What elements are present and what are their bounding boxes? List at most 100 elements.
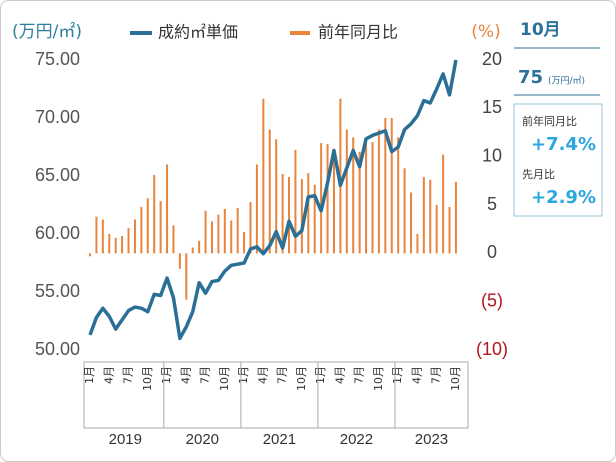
summary-yoy: +7.4% [531,134,596,155]
y2-tick-label: 20 [482,49,502,69]
bar [435,205,438,254]
x-tick-label: 7月 [276,366,289,384]
bar [114,237,117,254]
bar [300,178,303,254]
y-tick-label: 60.00 [35,223,80,243]
bar [146,198,149,254]
x-tick-label: 7月 [353,366,366,384]
bar [275,139,278,254]
x-tick-label: 10月 [141,366,154,391]
bar [133,219,136,254]
y2-tick-label: (5) [481,290,503,310]
x-axis-box [83,361,469,429]
x-tick-label: 1月 [391,366,404,384]
summary-mom: +2.9% [531,187,596,208]
x-tick-label: 10月 [372,366,385,391]
year-label: 2020 [186,431,219,448]
legend-label: 前年同月比 [318,23,398,42]
bar [403,168,406,254]
bar [288,176,291,254]
bar [159,201,162,254]
bar [320,143,323,254]
x-tick-label: 7月 [430,366,443,384]
bar [198,240,201,254]
bar [140,206,143,254]
bar [121,235,124,254]
bar [281,174,284,254]
summary-mom-label: 先月比 [522,168,555,181]
y2-tick-label: 5 [487,194,497,214]
bar [204,210,207,254]
bar [255,164,258,254]
y2-tick-label: (10) [476,339,508,359]
x-tick-label: 4月 [256,366,269,384]
bar [294,149,297,254]
x-tick-label: 7月 [199,366,212,384]
bar [416,234,419,254]
bar [377,129,380,254]
summary-yoy-label: 前年同月比 [522,114,577,128]
x-tick-label: 10月 [449,366,462,391]
y2-tick-label: 15 [482,97,502,117]
x-tick-label: 7月 [122,366,135,384]
x-tick-label: 4月 [102,366,115,384]
y2-tick-label: 10 [482,145,502,165]
bar [191,247,194,254]
y-tick-label: 75.00 [35,49,80,69]
bar [172,225,175,254]
bar [358,151,361,254]
bar [371,142,374,254]
bar [397,137,400,254]
bar [365,137,368,254]
x-tick-label: 4月 [333,366,346,384]
bar [313,184,316,254]
bar [223,208,226,254]
bar [429,179,432,254]
bar [178,253,181,269]
x-tick-label: 1月 [314,366,327,384]
bar [249,202,252,254]
x-tick-label: 1月 [160,366,173,384]
bar [442,154,445,254]
x-tick-label: 4月 [410,366,423,384]
year-label: 2021 [263,431,296,448]
bar [95,216,98,254]
bar [89,253,91,257]
bar [422,176,425,254]
summary-box [513,103,603,217]
bar [166,164,169,254]
y2-axis-title: (%) [471,22,500,42]
year-label: 2022 [340,431,373,448]
y-axis-title: (万円/㎡) [12,22,82,42]
bar [345,129,348,254]
y2-tick-label: 0 [487,242,497,262]
bar [352,137,355,254]
summary-price: 75 [518,67,543,88]
bar [236,207,239,254]
y-tick-label: 55.00 [35,281,80,301]
x-tick-label: 1月 [237,366,250,384]
bar [185,253,188,300]
year-label: 2023 [415,431,448,448]
y-tick-label: 70.00 [35,107,80,127]
bar [230,220,233,254]
bar [326,144,329,254]
bar [243,232,246,254]
x-tick-label: 4月 [179,366,192,384]
year-label: 2019 [109,431,142,448]
x-tick-label: 10月 [218,366,231,391]
summary-unit: (万円/㎡) [548,76,585,87]
bar [332,156,335,254]
x-tick-label: 1月 [83,366,96,384]
bar [262,98,265,254]
y-tick-label: 65.00 [35,165,80,185]
bar [127,228,130,254]
bar [410,192,412,254]
bar [108,234,111,254]
bar [217,214,220,254]
y-tick-label: 50.00 [35,339,80,359]
bar [101,219,104,254]
bar [390,118,393,254]
bar [384,118,387,254]
